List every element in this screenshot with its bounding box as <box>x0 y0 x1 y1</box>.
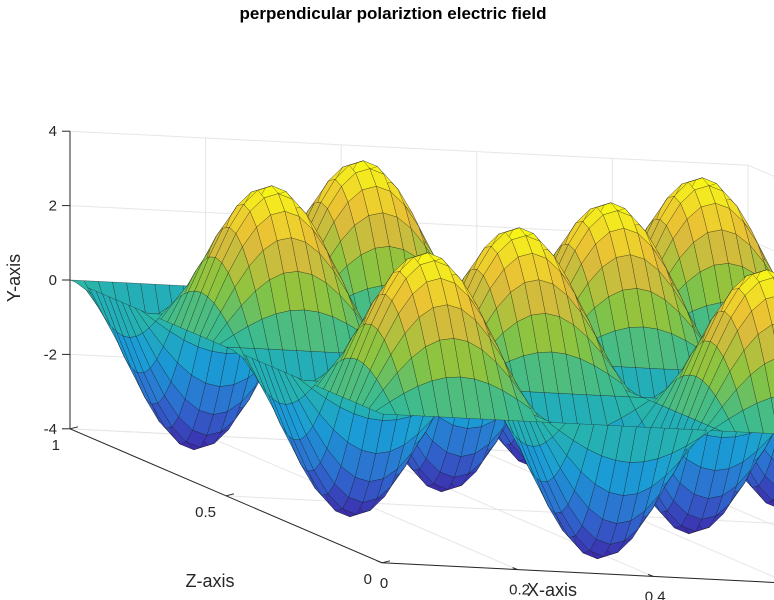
y-axis-label: Y-axis <box>4 254 24 302</box>
x-axis-line <box>381 562 774 583</box>
surface-patch <box>69 279 91 294</box>
z-tick-label: 0 <box>364 571 372 588</box>
z-tick-mark <box>225 493 235 497</box>
x-tick-mark <box>376 560 383 564</box>
chart-title: perpendicular polariztion electric field <box>239 4 546 23</box>
grid-line-y <box>69 130 749 166</box>
x-tick-mark <box>512 567 518 571</box>
x-tick-mark <box>648 573 654 577</box>
y-tick-label: 0 <box>49 272 57 289</box>
surface-layer <box>69 160 774 560</box>
y-tick-label: 4 <box>49 123 57 140</box>
z-tick-label: 1 <box>52 437 60 454</box>
z-axis-label: Z-axis <box>186 571 235 591</box>
x-tick-label: 0 <box>380 575 388 592</box>
y-tick-label: 2 <box>49 198 57 215</box>
z-tick-label: 0.5 <box>195 504 216 521</box>
y-tick-label: -2 <box>44 346 57 363</box>
y-tick-label: -4 <box>44 421 57 438</box>
x-axis-label: X-axis <box>527 580 577 600</box>
z-tick-mark <box>381 560 391 564</box>
z-tick-mark <box>69 426 79 430</box>
x-tick-label: 0.4 <box>645 588 666 600</box>
x-tick-label: 0.2 <box>509 582 530 599</box>
